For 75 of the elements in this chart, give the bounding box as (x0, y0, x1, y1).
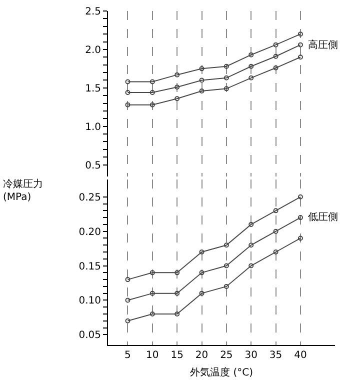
point (298, 194, 303, 200)
x-tick-label: 15 (170, 350, 184, 361)
x-tick-label: 5 (124, 350, 131, 361)
x-tick-label: 35 (269, 350, 282, 361)
point (199, 78, 204, 83)
y-tick-label: 0.10 (78, 296, 101, 307)
point (298, 32, 303, 37)
y-tick-label: 0.20 (78, 226, 101, 238)
y-tick-label: 0.15 (78, 261, 101, 272)
line-series (125, 54, 303, 108)
y-tick-label: 0.25 (78, 192, 101, 204)
point (199, 250, 204, 254)
point (150, 270, 155, 276)
y-tick-label: 1.0 (85, 122, 101, 133)
y-tick-label: 0.05 (78, 330, 101, 342)
point (248, 52, 254, 58)
point (224, 75, 229, 80)
x-tick-label: 10 (146, 350, 159, 361)
y-axis-title: 冷媒圧力 (MPa) (3, 178, 43, 203)
line-series (125, 32, 303, 84)
y-tick-label: 2.5 (85, 6, 101, 18)
line-series (125, 236, 303, 324)
point (174, 290, 180, 296)
point (125, 318, 130, 324)
y-tick-label: 0.5 (85, 160, 101, 172)
point (125, 298, 130, 303)
point (248, 242, 254, 248)
point (298, 42, 303, 48)
point (224, 242, 229, 248)
point (150, 290, 155, 296)
point (150, 79, 155, 84)
point (125, 277, 130, 282)
x-tick-label: 40 (294, 350, 307, 361)
point (174, 84, 180, 90)
line-series (125, 194, 303, 282)
point (298, 54, 303, 60)
point (224, 64, 229, 69)
point (174, 312, 180, 316)
point (199, 88, 204, 94)
x-axis-title: 外気温度 (°C) (190, 366, 254, 378)
point (273, 250, 278, 254)
series-label: 低圧側 (308, 212, 338, 223)
point (273, 208, 278, 214)
point (224, 86, 229, 92)
point (273, 228, 278, 234)
point (125, 90, 130, 96)
point (125, 102, 130, 108)
point (174, 72, 180, 78)
x-tick-label: 25 (220, 350, 233, 361)
line-series (125, 215, 303, 303)
series-label: 高圧側 (308, 39, 338, 51)
point (298, 236, 303, 241)
point (248, 222, 254, 227)
x-tick-label: 20 (195, 350, 208, 361)
point (273, 42, 278, 48)
point (150, 102, 155, 108)
point (125, 79, 130, 84)
point (150, 312, 155, 316)
point (248, 75, 254, 80)
point (174, 270, 180, 276)
point (199, 290, 204, 296)
point (199, 66, 204, 72)
point (224, 284, 229, 289)
y-tick-label: 1.5 (85, 83, 101, 94)
point (150, 90, 155, 96)
y-tick-label: 2.0 (85, 44, 101, 56)
point (248, 263, 254, 268)
point (174, 96, 180, 102)
point (273, 54, 278, 59)
point (248, 64, 254, 69)
point (273, 65, 278, 70)
point (199, 270, 204, 276)
point (224, 263, 229, 268)
point (298, 215, 303, 220)
x-tick-label: 30 (244, 350, 258, 361)
